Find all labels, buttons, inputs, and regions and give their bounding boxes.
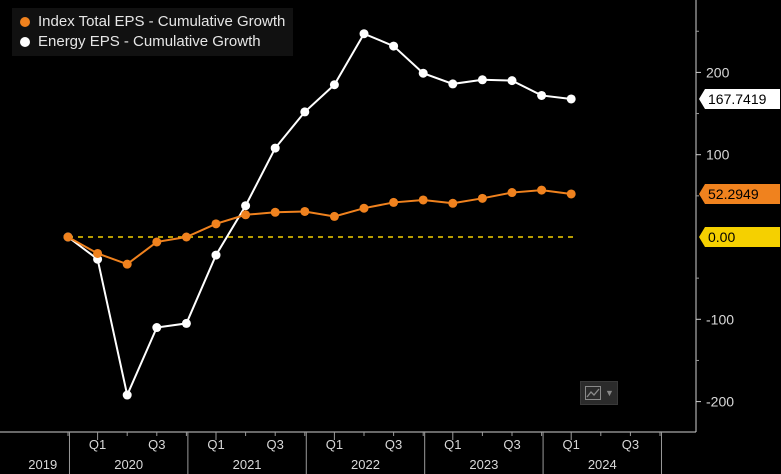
last-value-label-index-eps: 52.2949 <box>699 183 780 204</box>
x-tick-label-year: 2020 <box>114 457 143 472</box>
series-line-index-eps <box>67 189 572 266</box>
last-value-label-energy-eps-bg <box>699 88 780 109</box>
last-value-label-energy-eps: 167.7419 <box>699 88 780 109</box>
line-chart-icon <box>585 386 601 400</box>
x-tick-label-quarter: Q1 <box>89 437 106 452</box>
x-tick-label-year: 2024 <box>588 457 617 472</box>
data-point-index-eps <box>359 203 369 213</box>
x-tick-label-quarter: Q1 <box>326 437 343 452</box>
x-tick-label-quarter: Q3 <box>385 437 402 452</box>
data-point-energy-eps <box>389 41 399 51</box>
data-point-index-eps <box>93 248 103 258</box>
data-point-index-eps <box>329 211 339 221</box>
data-point-energy-eps <box>448 79 458 89</box>
data-point-index-eps <box>537 185 547 195</box>
data-point-index-eps <box>418 195 428 205</box>
data-point-energy-eps <box>537 90 547 100</box>
x-tick-label-quarter: Q3 <box>267 437 284 452</box>
data-point-index-eps <box>211 219 221 229</box>
data-point-energy-eps <box>152 323 162 333</box>
chart-type-button[interactable]: ▼ <box>580 381 618 405</box>
x-tick-label-quarter: Q1 <box>207 437 224 452</box>
data-point-index-eps <box>477 193 487 203</box>
data-point-index-eps <box>566 189 576 199</box>
data-point-energy-eps <box>122 390 132 400</box>
data-point-index-eps <box>507 188 517 198</box>
data-point-index-eps <box>63 232 73 242</box>
data-point-index-eps <box>270 207 280 217</box>
x-tick-label-quarter: Q1 <box>444 437 461 452</box>
x-tick-label-quarter: Q3 <box>148 437 165 452</box>
data-point-energy-eps <box>270 143 280 153</box>
data-point-energy-eps <box>181 318 191 328</box>
data-point-index-eps <box>300 206 310 216</box>
y-tick-label: -200 <box>706 394 734 410</box>
y-tick-label: 200 <box>706 64 730 80</box>
data-point-energy-eps <box>329 80 339 90</box>
data-point-index-eps <box>241 210 251 220</box>
data-point-energy-eps <box>300 107 310 117</box>
data-point-index-eps <box>122 259 132 269</box>
data-point-energy-eps <box>359 29 369 39</box>
legend-marker-energy-eps <box>20 37 30 47</box>
y-tick-label: 100 <box>706 147 730 163</box>
last-value-label-energy-eps-text: 167.7419 <box>708 91 767 107</box>
legend-label-energy-eps: Energy EPS - Cumulative Growth <box>38 33 261 50</box>
data-point-energy-eps <box>211 250 221 260</box>
legend-item-energy-eps: Energy EPS - Cumulative Growth <box>20 32 285 52</box>
last-value-label-index-eps-text: 52.2949 <box>708 186 759 202</box>
reference-value-label-text: 0.00 <box>708 229 735 245</box>
legend-item-index-eps: Index Total EPS - Cumulative Growth <box>20 12 285 32</box>
legend-label-index-eps: Index Total EPS - Cumulative Growth <box>38 13 286 30</box>
data-point-index-eps <box>152 237 162 247</box>
x-tick-label-year: 2021 <box>233 457 262 472</box>
data-point-energy-eps <box>507 76 517 86</box>
data-point-index-eps <box>181 232 191 242</box>
series-line-energy-eps <box>67 32 572 399</box>
reference-value-label: 0.00 <box>699 227 780 247</box>
reference-value-label-bg <box>699 227 780 247</box>
x-tick-label-quarter: Q3 <box>622 437 639 452</box>
data-point-energy-eps <box>418 68 428 78</box>
chevron-down-icon: ▼ <box>605 388 614 398</box>
x-tick-label-quarter: Q1 <box>563 437 580 452</box>
x-tick-label-quarter: Q3 <box>503 437 520 452</box>
data-point-energy-eps <box>477 75 487 85</box>
data-point-energy-eps <box>241 201 251 211</box>
chart-legend: Index Total EPS - Cumulative Growth Ener… <box>12 8 294 56</box>
x-tick-label-year: 2019 <box>28 457 57 472</box>
data-point-index-eps <box>389 197 399 207</box>
data-point-index-eps <box>448 198 458 208</box>
data-point-energy-eps <box>566 94 576 104</box>
last-value-label-index-eps-bg <box>699 183 780 204</box>
legend-marker-index-eps <box>20 17 30 27</box>
x-tick-label-year: 2023 <box>469 457 498 472</box>
x-tick-label-year: 2022 <box>351 457 380 472</box>
y-tick-label: -100 <box>706 311 734 327</box>
